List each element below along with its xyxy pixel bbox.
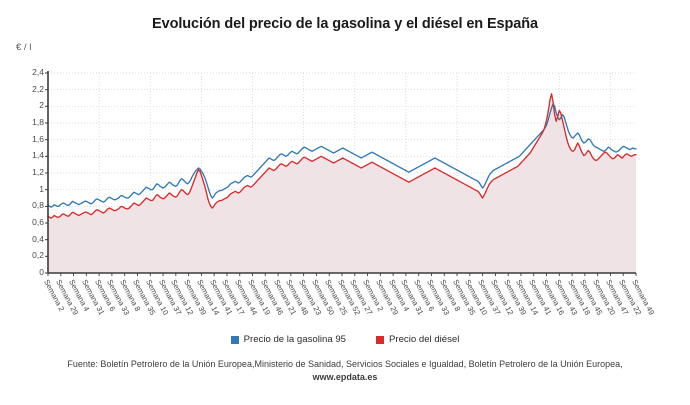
axes bbox=[45, 71, 637, 276]
source-site[interactable]: www.epdata.es bbox=[312, 372, 378, 382]
legend-label-diesel: Precio del diésel bbox=[389, 334, 460, 345]
page-title: Evolución del precio de la gasolina y el… bbox=[152, 16, 538, 32]
y-axis-tick-label: 1 bbox=[39, 183, 44, 194]
chart-legend: Precio de la gasolina 95 Precio del diés… bbox=[0, 334, 690, 345]
plot-area: 0 0,2 0,4 0,6 0,8 1 1,2 1,4 1,6 1,8 2 2,2 2,4 bbox=[14, 0, 637, 340]
legend-swatch-gasolina bbox=[230, 335, 239, 344]
legend-label-gasolina: Precio de la gasolina 95 bbox=[243, 334, 346, 345]
series-area-fill bbox=[48, 93, 636, 273]
legend-item-gasolina[interactable]: Precio de la gasolina 95 bbox=[230, 334, 346, 345]
chart-source-footer: Fuente: Boletín Petrolero de la Unión Eu… bbox=[38, 358, 652, 384]
series-lines bbox=[47, 93, 637, 219]
line-diesel bbox=[47, 93, 637, 219]
legend-swatch-diesel bbox=[376, 335, 384, 344]
y-axis-tick-label: 0 bbox=[39, 267, 44, 277]
legend-item-diesel[interactable]: Precio del diésel bbox=[376, 334, 459, 345]
y-axis-tick-label: 1,2 bbox=[32, 167, 44, 177]
y-axis-ticks: 0 0,2 0,4 0,6 0,8 1 1,2 1,4 1,6 1,8 2 2,2 2,4 bbox=[14, 0, 44, 340]
y-axis-tick-label: 0,4 bbox=[32, 233, 44, 244]
y-axis-tick-label: 1,6 bbox=[32, 133, 44, 144]
line-gasolina bbox=[47, 103, 637, 208]
chart-svg bbox=[45, 71, 637, 276]
y-axis-tick-label: 2 bbox=[39, 100, 44, 111]
y-axis-tick-label: 0,6 bbox=[32, 217, 44, 227]
y-axis-tick-label: 0,2 bbox=[32, 250, 44, 261]
source-text: Fuente: Boletín Petrolero de la Unión Eu… bbox=[67, 359, 623, 369]
y-axis-tick-label: 1,4 bbox=[32, 150, 44, 161]
y-axis-tick-label: 0,8 bbox=[32, 200, 44, 211]
y-axis-tick-label: 1,8 bbox=[32, 117, 44, 127]
y-axis-tick-label: 2,4 bbox=[32, 67, 44, 77]
y-axis-unit-label: € / l bbox=[16, 42, 32, 53]
y-axis-tick-label: 2,2 bbox=[32, 83, 44, 94]
